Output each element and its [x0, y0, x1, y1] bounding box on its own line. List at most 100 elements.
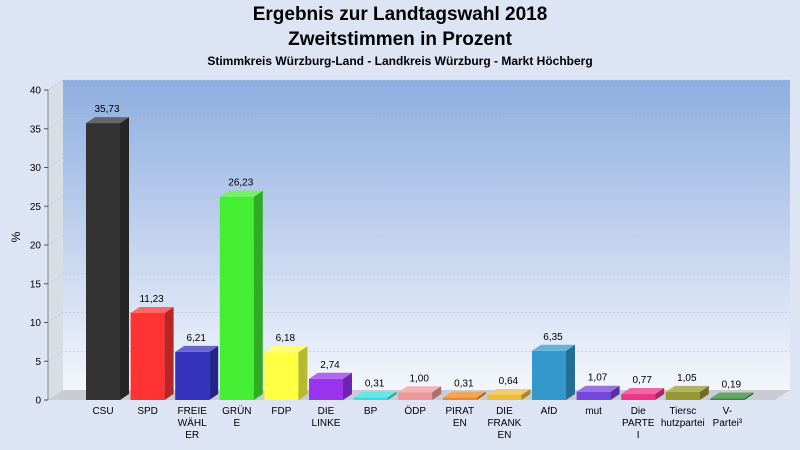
- bar-value-label: 1,00: [409, 373, 429, 384]
- category-label-line: Partei³: [713, 418, 743, 429]
- bar-value-label: 0,77: [632, 375, 652, 386]
- category-label-line: EN: [497, 430, 511, 441]
- bar-value-label: 6,21: [186, 333, 206, 344]
- bar-9: 0,64: [487, 376, 531, 400]
- bar-front: [442, 397, 477, 400]
- category-label: ÖDP: [404, 405, 426, 417]
- category-label: FREIE WÄHL ER: [177, 406, 207, 441]
- bar-front: [264, 352, 299, 400]
- bar-top: [621, 388, 665, 395]
- category-label: PIRAT EN: [445, 406, 474, 429]
- bar-front: [710, 398, 745, 400]
- bar-front: [665, 391, 700, 400]
- y-tick-label: 40: [30, 86, 42, 97]
- bar-side: [699, 385, 709, 400]
- bar-top: [86, 117, 129, 124]
- y-tick-label: 10: [30, 318, 42, 329]
- chart-title: Ergebnis zur Landtagswahl 2018: [252, 4, 548, 25]
- bar-top: [710, 392, 754, 399]
- bar-front: [309, 378, 343, 400]
- bar-8: 0,31: [442, 379, 486, 400]
- bar-side: [253, 190, 263, 400]
- bar-top: [353, 391, 397, 398]
- bar-side: [566, 344, 575, 400]
- y-tick-label: 25: [30, 202, 42, 213]
- bar-14: 0,19: [710, 380, 754, 400]
- category-label-line: AfD: [541, 406, 558, 417]
- category-label: DIE LINKE: [312, 406, 341, 429]
- bar-1: 11,23: [130, 294, 174, 400]
- bar-top: [175, 345, 219, 352]
- bar-side: [432, 386, 442, 400]
- bar-side: [476, 391, 486, 400]
- bar-front: [487, 395, 522, 400]
- category-label-line: Tiersc: [669, 406, 696, 417]
- bars: 35,73 11,23 6,21 26,23 6,18 2,74 0,31 1,00 0,31 0…: [86, 104, 754, 400]
- bar-side: [343, 372, 352, 400]
- category-label-line: hutzpartei: [661, 418, 705, 429]
- bar-side: [209, 345, 219, 400]
- bar-top: [309, 372, 352, 379]
- bar-top: [442, 391, 486, 398]
- bar-top: [130, 306, 174, 313]
- category-label-line: BP: [364, 406, 378, 417]
- bar-side: [387, 391, 397, 400]
- bar-13: 1,05: [665, 373, 709, 400]
- category-label: SPD: [137, 406, 158, 417]
- category-label: mut: [585, 406, 602, 417]
- bar-side: [298, 346, 308, 400]
- category-label-line: PARTE: [622, 418, 655, 429]
- bar-value-label: 1,07: [588, 373, 608, 384]
- category-label-line: CSU: [92, 406, 113, 417]
- category-label: GRÜN E: [222, 405, 251, 429]
- bar-value-label: 0,64: [499, 376, 519, 387]
- bar-front: [398, 392, 433, 400]
- chart-region: Stimmkreis Würzburg-Land - Landkreis Wür…: [207, 54, 593, 68]
- category-label-line: FREIE: [177, 406, 207, 417]
- bar-5: 2,74: [309, 360, 352, 400]
- category-label-line: DIE: [318, 406, 335, 417]
- bar-front: [219, 196, 254, 400]
- bar-value-label: 26,23: [228, 178, 253, 189]
- bar-top: [576, 385, 620, 392]
- category-label-line: Die: [631, 406, 646, 417]
- bar-value-label: 35,73: [94, 104, 119, 115]
- bar-front: [86, 123, 120, 400]
- category-label: Tiersc hutzpartei: [661, 406, 705, 429]
- bar-front: [353, 397, 388, 400]
- category-label: Die PARTE I: [622, 406, 655, 441]
- y-tick-label: 5: [35, 357, 41, 368]
- category-label-line: E: [233, 418, 240, 429]
- y-tick-label: 0: [35, 396, 41, 407]
- bar-value-label: 0,31: [365, 379, 385, 390]
- category-label: FDP: [271, 406, 291, 417]
- bar-10: 6,35: [532, 332, 575, 400]
- y-tick-label: 30: [30, 163, 42, 174]
- category-label-line: mut: [585, 406, 602, 417]
- category-label-line: DIE: [496, 406, 513, 417]
- category-label-line: ER: [185, 430, 199, 441]
- category-label-line: LINKE: [312, 418, 341, 429]
- category-label: CSU: [92, 406, 113, 417]
- bar-value-label: 0,31: [454, 379, 474, 390]
- y-tick-label: 20: [30, 241, 42, 252]
- bar-side: [655, 388, 665, 400]
- bar-12: 0,77: [621, 375, 665, 400]
- bar-top: [398, 386, 442, 393]
- bar-top: [532, 344, 575, 351]
- bar-11: 1,07: [576, 373, 620, 400]
- bar-value-label: 2,74: [320, 360, 340, 371]
- y-axis-label: %: [9, 231, 23, 242]
- bar-6: 0,31: [353, 379, 397, 400]
- bar-side: [610, 385, 620, 400]
- category-label: BP: [364, 406, 378, 417]
- category-label-line: GRÜN: [222, 405, 251, 417]
- bar-value-label: 6,35: [543, 332, 563, 343]
- bar-value-label: 11,23: [139, 294, 164, 305]
- category-label-line: EN: [453, 418, 467, 429]
- y-tick-label: 15: [30, 279, 42, 290]
- bar-front: [532, 350, 566, 400]
- bar-top: [665, 385, 709, 392]
- bar-top: [264, 346, 308, 353]
- category-label-line: SPD: [137, 406, 158, 417]
